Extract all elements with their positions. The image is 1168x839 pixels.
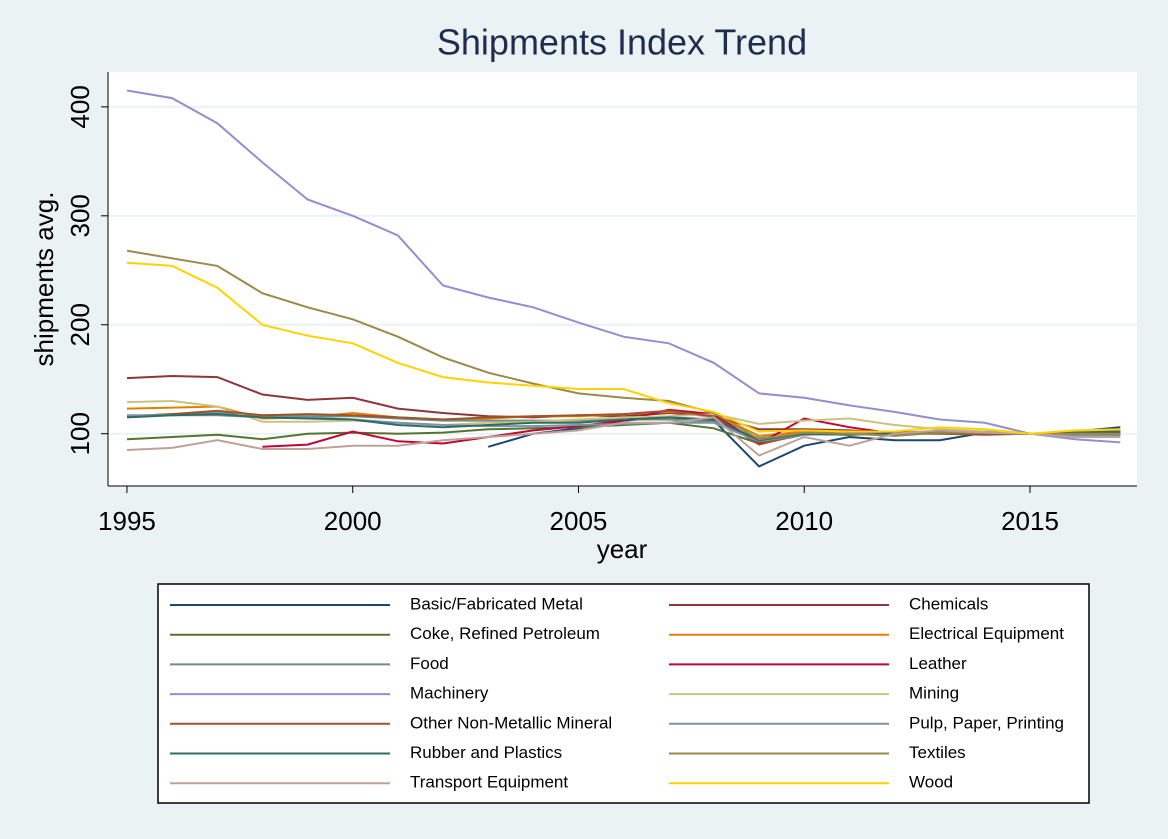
legend-label: Basic/Fabricated Metal	[410, 594, 583, 613]
series-line	[126, 416, 1121, 457]
legend-label: Chemicals	[909, 594, 988, 613]
series-line	[126, 261, 1121, 435]
legend-label: Other Non-Metallic Mineral	[410, 713, 612, 732]
x-tick-label: 2000	[324, 506, 382, 536]
series-line	[126, 89, 1121, 444]
y-axis-label: shipments avg.	[29, 192, 59, 367]
x-axis-label: year	[597, 534, 648, 564]
y-tick-label: 200	[65, 303, 95, 346]
x-tick-label: 2005	[550, 506, 608, 536]
legend-label: Leather	[909, 654, 967, 673]
legend-label: Textiles	[909, 743, 966, 762]
legend-label: Transport Equipment	[410, 773, 568, 792]
x-tick-label: 1995	[98, 506, 156, 536]
legend-label: Machinery	[410, 684, 489, 703]
legend-label: Pulp, Paper, Printing	[909, 713, 1064, 732]
y-tick-label: 300	[65, 194, 95, 237]
y-tick-label: 100	[65, 412, 95, 455]
series-line	[126, 249, 1121, 441]
legend-label: Rubber and Plastics	[410, 743, 562, 762]
series-line	[126, 399, 1121, 435]
y-tick-label: 400	[65, 85, 95, 128]
legend-label: Coke, Refined Petroleum	[410, 624, 600, 643]
legend-label: Food	[410, 654, 449, 673]
legend-label: Wood	[909, 773, 953, 792]
x-tick-label: 2015	[1001, 506, 1059, 536]
legend-label: Electrical Equipment	[909, 624, 1064, 643]
x-tick-label: 2010	[775, 506, 833, 536]
series-line	[126, 409, 1121, 446]
legend-label: Mining	[909, 684, 959, 703]
chart-title: Shipments Index Trend	[437, 22, 807, 63]
